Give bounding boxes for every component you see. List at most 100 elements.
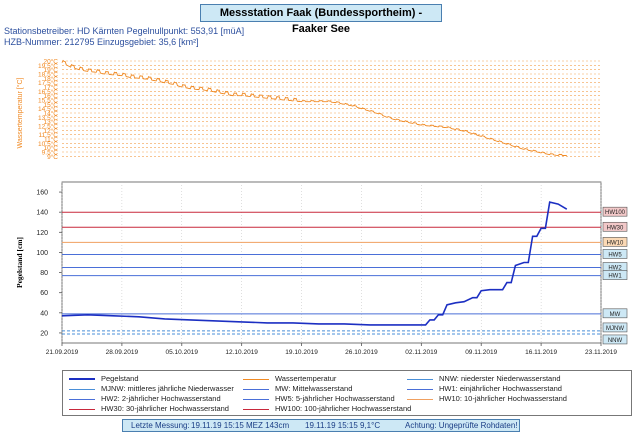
x-tick-label: 19.10.2019 [285,349,318,356]
station-info-line2: HZB-Nummer: 212795 Einzugsgebiet: 35,6 [… [4,37,199,47]
level-axis-label: Pegelstand [cm] [15,237,24,288]
temp-tick-label: 11°C [44,136,58,144]
threshold-label-hw30: HW30 [607,225,624,231]
legend-item: NNW: niederster Niederwasserstand [407,374,561,383]
x-tick-label: 26.10.2019 [345,349,378,356]
legend-swatch [69,388,95,390]
threshold-label-box-hw1 [602,270,628,280]
level-tick-label: 20 [40,330,48,337]
temp-tick-label: 11.5°C [39,131,59,139]
legend-swatch [243,408,269,410]
last-measurement-label: Letzte Messung: [131,421,190,430]
temp-tick-label: 15°C [43,101,58,109]
legend-swatch [243,398,269,400]
temp-tick-label: 16°C [43,92,58,100]
temp-tick-label: 17°C [43,84,58,92]
threshold-label-hw10: HW10 [607,240,624,246]
temp-tick-label: 9°C [47,153,58,161]
temp-tick-label: 19.5°C [38,62,58,70]
legend: Pegelstand Wassertemperatur NNW: niederste… [62,370,632,416]
temp-tick-label: 13°C [43,118,58,126]
legend-swatch [407,388,433,390]
threshold-label-box-hw10 [602,237,628,247]
legend-swatch [69,378,95,381]
legend-label: Pegelstand [101,374,139,383]
legend-item: MW: Mittelwasserstand [243,384,352,393]
station-info: Stationsbetreiber: HD Kärnten Pegelnullp… [4,26,244,48]
x-tick-label: 09.11.2019 [465,349,497,356]
legend-label: Wassertemperatur [275,374,337,383]
legend-item: Pegelstand [69,374,139,383]
legend-swatch [407,398,433,400]
level-tick-label: 60 [40,290,48,297]
threshold-label-hw5: HW5 [608,252,622,258]
threshold-label-box-hw5 [602,249,628,259]
legend-label: MJNW: mittleres jährliche Niederwasser [101,384,234,393]
temp-tick-label: 10°C [43,144,58,152]
temp-tick-label: 9.5°C [42,149,59,157]
temp-tick-label: 14°C [43,110,58,118]
temp-tick-label: 15.5°C [38,97,58,105]
level-tick-label: 40 [40,310,48,317]
temp-tick-label: 16.5°C [38,88,58,96]
temp-series-line [61,59,567,156]
legend-item: HW5: 5-jährlicher Hochwasserstand [243,394,395,403]
threshold-label-box-nnw [602,334,628,345]
last-measurement-level: 19.11.19 15:15 MEZ 143cm [191,421,290,430]
legend-item: HW10: 10-jährlicher Hochwasserstand [407,394,567,403]
legend-item: HW1: einjährlicher Hochwasserstand [407,384,562,393]
raw-data-warning: Achtung: Ungeprüfte Rohdaten! [405,421,518,430]
temp-tick-label: 13.5°C [38,114,58,122]
threshold-label-box-hw30 [602,221,628,232]
level-series-line [61,201,568,326]
threshold-label-box-hw100 [602,206,628,217]
station-title: Messstation Faak (Bundessportheim) - Faa… [200,4,442,35]
x-tick-label: 28.09.2019 [106,349,139,356]
threshold-label-hw2: HW2 [608,266,622,272]
threshold-label-nnw: NNW [608,338,623,344]
level-tick-label: 80 [40,270,48,277]
level-tick-label: 160 [36,190,48,197]
level-tick-label: 120 [36,230,48,237]
last-measurement-temperature: 19.11.19 15:15 9,1°C [305,421,381,430]
temp-tick-label: 18°C [43,75,58,83]
legend-item: HW30: 30-jährlicher Hochwasserstand [69,404,229,413]
legend-swatch [243,388,269,390]
x-tick-label: 05.10.2019 [166,349,199,356]
legend-label: NNW: niederster Niederwasserstand [439,374,561,383]
last-measurement-box: Letzte Messung: 19.11.19 15:15 MEZ 143cm… [122,419,520,432]
station-info-line1: Stationsbetreiber: HD Kärnten Pegelnullp… [4,26,245,36]
x-tick-label: 21.09.2019 [46,349,79,356]
level-tick-label: 140 [36,210,48,217]
legend-label: HW5: 5-jährlicher Hochwasserstand [275,394,395,403]
legend-label: HW1: einjährlicher Hochwasserstand [439,384,562,393]
x-tick-label: 12.10.2019 [225,349,258,356]
temp-axis-label: Wassertemperatur [°C] [16,77,24,148]
threshold-label-mjnw: MJNW [606,326,624,332]
legend-label: HW30: 30-jährlicher Hochwasserstand [101,404,229,413]
threshold-label-mw: MW [610,312,621,318]
temp-tick-label: 17.5°C [38,79,58,87]
temp-tick-label: 18.5°C [38,71,58,79]
legend-item: MJNW: mittleres jährliche Niederwasser [69,384,234,393]
threshold-label-hw100: HW100 [605,210,626,216]
legend-swatch [243,378,269,380]
temp-tick-label: 19°C [43,66,58,74]
level-plot-frame [61,181,602,344]
legend-label: HW100: 100-jährlicher Hochwasserstand [275,404,412,413]
legend-label: HW2: 2-jährlicher Hochwasserstand [101,394,221,403]
temp-tick-label: 20°C [43,58,58,66]
legend-swatch [69,398,95,400]
temp-tick-label: 12°C [43,127,58,135]
legend-swatch [69,408,95,410]
threshold-label-box-mjnw [602,322,628,333]
legend-item: HW100: 100-jährlicher Hochwasserstand [243,404,411,413]
legend-swatch [407,378,433,380]
level-tick-label: 100 [36,250,48,257]
x-tick-label: 16.11.2019 [525,349,557,356]
legend-label: MW: Mittelwasserstand [275,384,353,393]
threshold-label-box-mw [602,308,628,319]
x-tick-label: 02.11.2019 [405,349,437,356]
legend-label: HW10: 10-jährlicher Hochwasserstand [439,394,567,403]
